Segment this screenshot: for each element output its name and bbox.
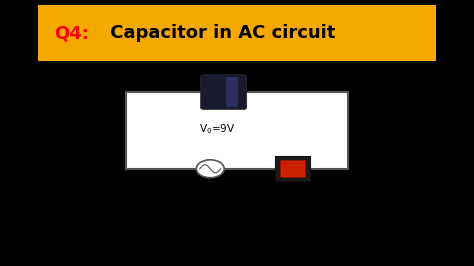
- FancyBboxPatch shape: [201, 75, 246, 110]
- FancyBboxPatch shape: [280, 160, 305, 177]
- Text: Capacitor in AC circuit: Capacitor in AC circuit: [104, 24, 335, 42]
- Text: V$_0$=9V: V$_0$=9V: [199, 122, 236, 136]
- Text: 0.5Hz: 0.5Hz: [203, 187, 233, 197]
- Bar: [126, 92, 348, 169]
- FancyBboxPatch shape: [38, 5, 436, 61]
- FancyBboxPatch shape: [226, 77, 237, 107]
- Text: 3.   What is RMS value of the power across the capacitor? What is your interpret: 3. What is RMS value of the power across…: [54, 231, 446, 240]
- Text: 1.   Use the voltmeter to read the Peak voltage across the capacitor, then find : 1. Use the voltmeter to read the Peak vo…: [54, 180, 474, 189]
- Text: 0.1F: 0.1F: [164, 67, 186, 77]
- Text: Q4:: Q4:: [54, 24, 89, 42]
- Circle shape: [196, 160, 224, 178]
- FancyBboxPatch shape: [275, 156, 310, 181]
- Text: 2.   Use the ammeter to read the Peak current through the capacitor, then find t: 2. Use the ammeter to read the Peak curr…: [54, 205, 474, 214]
